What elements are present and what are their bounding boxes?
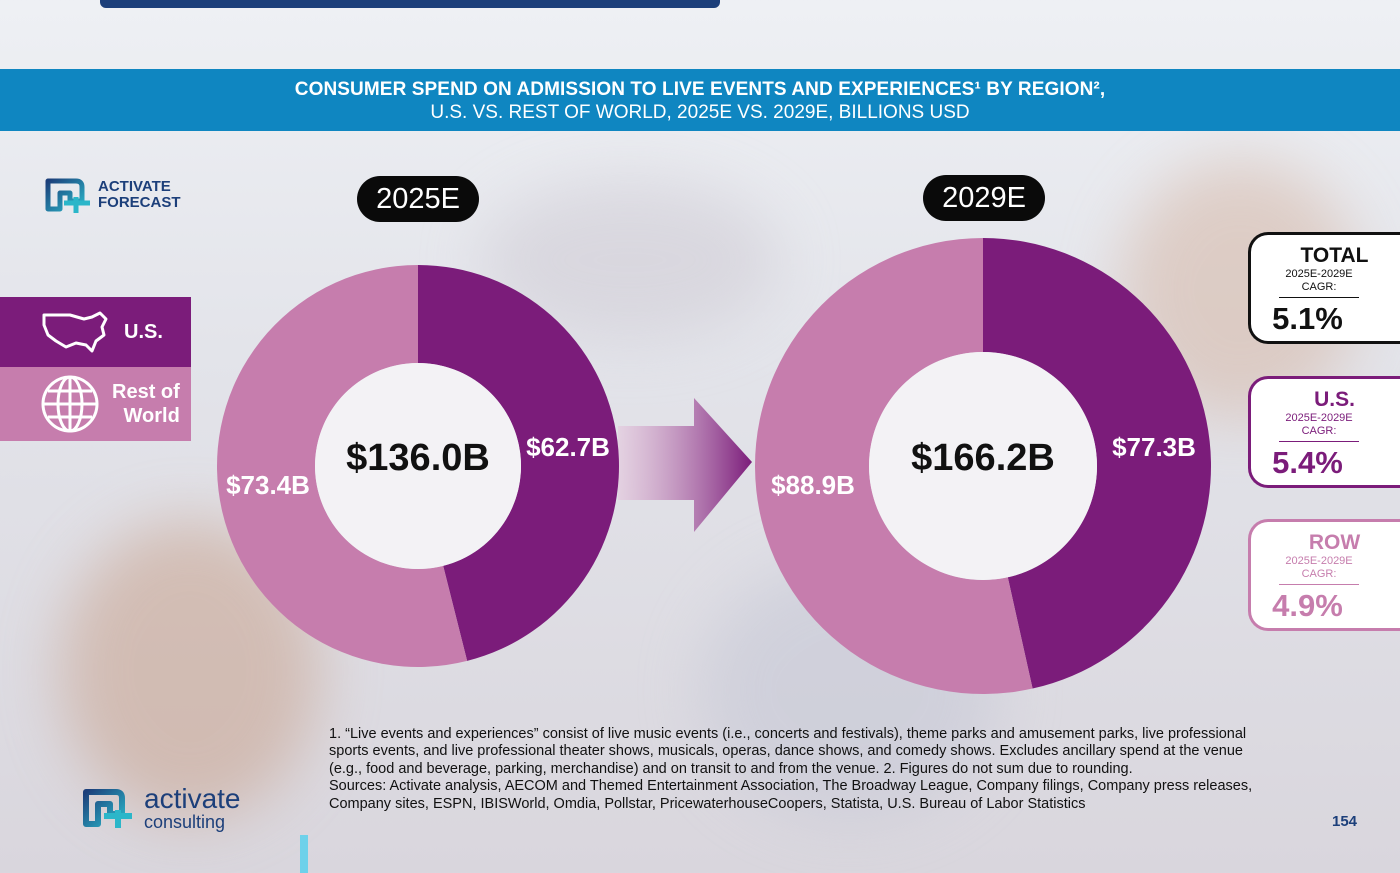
donut-total-label: $166.2B [911, 437, 1055, 479]
donut-hole [869, 352, 1097, 580]
activate-consulting-logo: activate consulting [80, 785, 241, 831]
forecast-badge-line1: ACTIVATE [98, 178, 171, 195]
brand-name: activate consulting [144, 783, 241, 832]
donut-slice-rest-of-world [217, 264, 468, 667]
donut-slice-us [418, 265, 620, 661]
cagr-box-total: TOTAL 2025E-2029E CAGR: 5.1% [1248, 232, 1400, 344]
cagr-row-period: 2025E-2029E [1285, 555, 1353, 567]
activate-forecast-badge: ACTIVATE FORECAST [42, 175, 181, 215]
brand-line1: activate [144, 783, 241, 814]
year-label-2025e: 2025E [357, 176, 479, 222]
data-label-us: $62.7B [526, 432, 610, 462]
page-number: 154 [1332, 813, 1358, 830]
cagr-us-label: CAGR: [1301, 425, 1337, 437]
cagr-us-head: U.S. [1314, 388, 1355, 411]
cagr-total-label: CAGR: [1301, 281, 1337, 293]
cagr-box-us: U.S. 2025E-2029E CAGR: 5.4% [1248, 376, 1400, 488]
donut-slice-rest-of-world [755, 238, 1033, 694]
usa-map-icon [42, 311, 108, 353]
year-label-2029e: 2029E [923, 175, 1045, 221]
donut-2029e: $77.3B $88.9B $166.2B [755, 238, 1212, 694]
cagr-us-value: 5.4% [1272, 445, 1343, 480]
legend-label-row-line1: Rest of [112, 381, 180, 403]
activate-logo-icon [45, 178, 90, 213]
cagr-us-period: 2025E-2029E [1285, 412, 1353, 424]
legend-label-row-line2: World [123, 405, 180, 427]
chart-legend: U.S. Rest of World [0, 297, 191, 441]
legend-item-us: U.S. [0, 297, 191, 367]
footnote-notes: 1. “Live events and experiences” consist… [329, 726, 1247, 777]
forecast-badge-text: ACTIVATE FORECAST [98, 179, 181, 211]
cagr-row-head: ROW [1308, 531, 1361, 554]
activate-brand-icon [83, 789, 132, 828]
data-label-us: $77.3B [1112, 432, 1196, 462]
cagr-box-row: ROW 2025E-2029E CAGR: 4.9% [1248, 519, 1400, 631]
footnote-sources: Sources: Activate analysis, AECOM and Th… [329, 778, 1253, 812]
donut-hole [315, 363, 521, 569]
cagr-row-label: CAGR: [1301, 568, 1337, 580]
data-label-rest-of-world: $88.9B [771, 470, 855, 500]
cropped-page-title [0, 0, 1400, 10]
cagr-total-period: 2025E-2029E [1285, 268, 1353, 280]
globe-icon [41, 375, 99, 433]
banner-title: CONSUMER SPEND ON ADMISSION TO LIVE EVEN… [294, 79, 1106, 100]
brand-line2: consulting [144, 812, 226, 832]
banner-subtitle: U.S. VS. REST OF WORLD, 2025E VS. 2029E,… [430, 102, 970, 123]
data-label-rest-of-world: $73.4B [226, 470, 310, 500]
donut-slice-us [983, 238, 1212, 689]
legend-label-us: U.S. [124, 321, 163, 343]
chart-banner: CONSUMER SPEND ON ADMISSION TO LIVE EVEN… [0, 69, 1400, 131]
legend-item-rest-of-world: Rest of World [0, 367, 191, 441]
cagr-total-value: 5.1% [1272, 301, 1343, 336]
growth-arrow [618, 398, 752, 532]
donut-2025e: $62.7B $73.4B $136.0B [217, 264, 620, 667]
legend-label-rest-of-world: Rest of World [112, 380, 180, 428]
donut-total-label: $136.0B [346, 437, 490, 479]
accent-bar [300, 835, 308, 873]
cagr-row-value: 4.9% [1272, 588, 1343, 623]
forecast-badge-line2: FORECAST [98, 194, 181, 211]
cagr-total-head: TOTAL [1300, 244, 1369, 267]
footnote: 1. “Live events and experiences” consist… [329, 726, 1269, 813]
